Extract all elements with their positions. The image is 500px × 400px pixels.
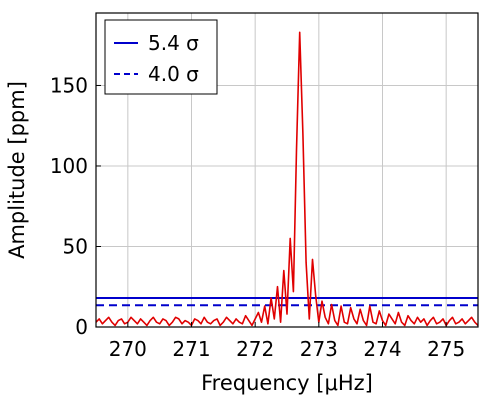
legend-label-4-0-sigma: 4.0 σ	[148, 62, 199, 86]
y-tick-label: 100	[50, 154, 88, 178]
legend-label-5-4-sigma: 5.4 σ	[148, 31, 199, 55]
x-tick-label: 275	[427, 337, 465, 361]
x-tick-label: 273	[300, 337, 338, 361]
y-axis-ticks: 0 50 100 150	[50, 73, 101, 339]
x-tick-label: 274	[363, 337, 401, 361]
y-tick-label: 50	[63, 234, 88, 258]
x-tick-label: 272	[236, 337, 274, 361]
y-tick-label: 0	[75, 315, 88, 339]
x-tick-label: 271	[172, 337, 210, 361]
x-tick-label: 270	[109, 337, 147, 361]
spectrum-line	[95, 31, 479, 327]
y-axis-label: Amplitude [ppm]	[5, 81, 29, 259]
series-layer	[95, 31, 479, 327]
x-axis-label: Frequency [μHz]	[201, 371, 373, 395]
y-tick-label: 150	[50, 73, 88, 97]
plot-frame	[95, 12, 479, 328]
legend-box	[104, 19, 218, 95]
legend: 5.4 σ 4.0 σ	[104, 19, 218, 95]
x-axis-ticks: 270 271 272 273 274 275	[109, 322, 465, 361]
